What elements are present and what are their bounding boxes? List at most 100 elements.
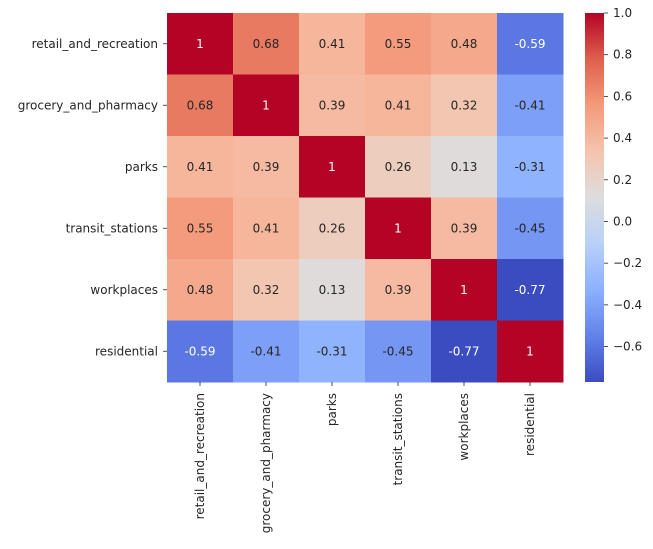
heatmap-cell	[431, 136, 498, 198]
cell-annotation: -0.77	[448, 344, 479, 358]
cell-annotation: -0.45	[382, 344, 413, 358]
colorbar	[585, 13, 604, 382]
y-tick-label: parks	[125, 160, 158, 174]
cell-annotation: -0.59	[184, 344, 215, 358]
heatmap-cell	[167, 13, 234, 75]
x-axis-tick-labels: retail_and_recreation grocery_and_pharmac…	[193, 382, 537, 533]
colorbar-tick-label: −0.4	[613, 298, 642, 312]
y-tick-label: residential	[95, 344, 158, 358]
x-tick-label: retail_and_recreation	[193, 393, 207, 519]
heatmap-cell	[299, 136, 366, 198]
heatmap-cell	[167, 320, 234, 383]
colorbar-tick-label: 0.0	[613, 214, 632, 228]
heatmap-cells	[167, 13, 564, 383]
heatmap-cell	[431, 13, 498, 75]
cell-annotation: 0.68	[253, 37, 280, 51]
x-tick-label: transit_stations	[391, 393, 405, 485]
heatmap-cell	[365, 197, 432, 260]
heatmap-cell	[431, 320, 498, 383]
cell-annotation: 0.32	[253, 283, 280, 297]
heatmap-cell	[233, 74, 300, 137]
heatmap-cell	[167, 259, 234, 321]
y-tick-label: transit_stations	[66, 221, 158, 235]
heatmap-cell	[167, 197, 234, 260]
heatmap-cell	[299, 197, 366, 260]
heatmap-cell	[365, 13, 432, 75]
cell-annotation: 0.39	[253, 160, 280, 174]
y-tick-label: workplaces	[90, 283, 158, 297]
heatmap-cell	[497, 136, 564, 198]
cell-annotation: 1	[394, 221, 402, 235]
colorbar-tick-label: −0.6	[613, 340, 642, 354]
x-tick-label: residential	[523, 393, 537, 456]
cell-annotation: 0.68	[187, 98, 214, 112]
colorbar-gradient	[585, 13, 604, 382]
cell-annotation: 0.55	[187, 221, 214, 235]
heatmap-cell	[365, 320, 432, 383]
cell-annotation: -0.77	[514, 283, 545, 297]
cell-annotation: 0.26	[319, 221, 346, 235]
cell-annotation: 1	[328, 160, 336, 174]
cell-annotation: 0.13	[319, 283, 346, 297]
cell-annotation: 0.39	[319, 98, 346, 112]
cell-annotation: 0.55	[385, 37, 412, 51]
x-tick-label: parks	[325, 393, 339, 426]
cell-annotation: 0.48	[451, 37, 478, 51]
cell-annotation: 0.48	[187, 283, 214, 297]
heatmap-cell	[299, 74, 366, 137]
cell-annotations: 1 0.68 0.41 0.55 0.48 -0.59 0.68 1 0.39 0.41 0.32 -…	[184, 37, 545, 359]
colorbar-tick-label: 0.6	[613, 89, 632, 103]
heatmap-cell	[233, 197, 300, 260]
heatmap-cell	[431, 74, 498, 137]
colorbar-tick-label: 0.2	[613, 173, 632, 187]
heatmap-cell	[365, 136, 432, 198]
cell-annotation: 1	[262, 98, 270, 112]
heatmap-cell	[365, 74, 432, 137]
heatmap-cell	[497, 197, 564, 260]
heatmap-cell	[431, 197, 498, 260]
heatmap-cell	[497, 13, 564, 75]
heatmap-cell	[233, 320, 300, 383]
cell-annotation: 0.32	[451, 98, 478, 112]
cell-annotation: 0.39	[385, 283, 412, 297]
heatmap-cell	[299, 13, 366, 75]
heatmap-cell	[497, 320, 564, 383]
heatmap-cell	[233, 259, 300, 321]
heatmap-cell	[365, 259, 432, 321]
cell-annotation: -0.41	[514, 98, 545, 112]
cell-annotation: 0.41	[253, 221, 280, 235]
heatmap-cell	[431, 259, 498, 321]
cell-annotation: 0.13	[451, 160, 478, 174]
colorbar-tick-label: 0.4	[613, 131, 632, 145]
cell-annotation: -0.45	[514, 221, 545, 235]
heatmap-cell	[497, 259, 564, 321]
cell-annotation: -0.59	[514, 37, 545, 51]
heatmap-cell	[299, 320, 366, 383]
x-tick-label: grocery_and_pharmacy	[259, 393, 273, 533]
cell-annotation: -0.31	[514, 160, 545, 174]
heatmap-cell	[167, 136, 234, 198]
cell-annotation: 0.41	[385, 98, 412, 112]
heatmap-cell	[497, 74, 564, 137]
cell-annotation: 1	[460, 283, 468, 297]
cell-annotation: -0.31	[316, 344, 347, 358]
y-tick-label: retail_and_recreation	[32, 37, 158, 51]
y-tick-label: grocery_and_pharmacy	[18, 98, 158, 112]
colorbar-tick-label: −0.2	[613, 256, 642, 270]
colorbar-tick-label: 0.8	[613, 48, 632, 62]
heatmap-cell	[167, 74, 234, 137]
heatmap-cell	[233, 13, 300, 75]
cell-annotation: 1	[526, 344, 534, 358]
cell-annotation: 0.41	[319, 37, 346, 51]
heatmap-cell	[233, 136, 300, 198]
cell-annotation: 0.41	[187, 160, 214, 174]
cell-annotation: -0.41	[250, 344, 281, 358]
cell-annotation: 0.26	[385, 160, 412, 174]
y-axis-tick-labels: retail_and_recreation grocery_and_pharmac…	[18, 37, 167, 358]
colorbar-ticks: 1.0 0.8 0.6 0.4 0.2 0.0 −0.2 −0.4 −0.6	[604, 6, 642, 354]
x-tick-label: workplaces	[457, 393, 471, 461]
heatmap-cell	[299, 259, 366, 321]
cell-annotation: 0.39	[451, 221, 478, 235]
colorbar-tick-label: 1.0	[613, 6, 632, 20]
